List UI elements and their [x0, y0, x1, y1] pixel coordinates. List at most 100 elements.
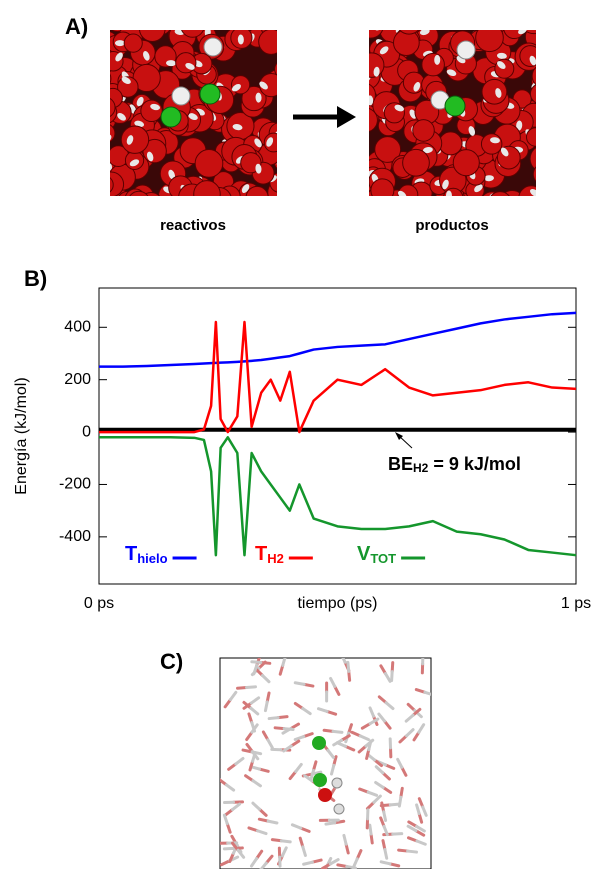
water-bond [252, 662, 261, 663]
x-axis-label: tiempo (ps) [297, 595, 377, 612]
oxygen-atom [413, 120, 435, 142]
water-bond [399, 797, 400, 806]
water-bond [247, 687, 256, 688]
water-bond [326, 823, 335, 824]
water-bond [385, 849, 387, 858]
hydrogen-atom [194, 197, 205, 205]
water-bond [369, 741, 371, 750]
oxygen-atom [141, 100, 162, 121]
legend-name: T [125, 543, 137, 565]
hydrogen-atom [535, 82, 543, 93]
oxygen-atom [453, 150, 479, 176]
oxygen-atom [443, 188, 463, 208]
hydrogen-atom [99, 111, 105, 121]
annotation-text: BE [388, 454, 413, 474]
water-bond [344, 835, 346, 844]
water-bond [284, 729, 293, 730]
legend-subscript: hielo [137, 551, 167, 566]
oxygen-atom [504, 17, 525, 38]
molecule-image [349, 6, 557, 216]
panel-label: A) [65, 14, 88, 39]
hydrogen-atom [99, 194, 111, 205]
hydrogen-atom [446, 190, 452, 200]
hydrogen-radical [445, 96, 465, 116]
legend-label: TH2 [255, 543, 284, 566]
oxygen-atom [139, 16, 165, 42]
legend-subscript: TOT [370, 551, 396, 566]
hydrogen-atom [172, 87, 190, 105]
y-tick-label: 200 [64, 371, 91, 388]
oxygen-atom [121, 126, 148, 153]
legend-name: T [255, 543, 267, 565]
oxygen-atom [275, 60, 294, 79]
water-bond [295, 683, 304, 685]
legend-subscript: H2 [267, 551, 284, 566]
annotation: BEH2 = 9 kJ/mol [388, 454, 521, 475]
molecule-image [89, 7, 294, 217]
hydrogen-atom [454, 200, 461, 211]
oxygen-atom [481, 134, 501, 154]
oxygen-atom [92, 13, 112, 33]
annotation-suffix: = 9 kJ/mol [428, 454, 521, 474]
oxygen-atom [359, 53, 384, 78]
hydrogen-atom [332, 778, 342, 788]
water-bond [268, 821, 277, 823]
oxygen-atom [476, 24, 504, 52]
annotation-subscript: H2 [413, 461, 429, 475]
hydrogen-radical [200, 84, 220, 104]
oxygen-atom [396, 9, 422, 35]
hydrogen-atom [123, 18, 135, 28]
oxygen-atom [371, 179, 394, 202]
hydrogen-atom [251, 198, 262, 207]
panel-label: C) [160, 649, 183, 674]
hydrogen-atom [434, 55, 440, 65]
x-tick-label: 1 ps [561, 595, 591, 612]
oxygen-atom [533, 163, 555, 185]
x-tick-label: 0 ps [84, 595, 114, 612]
oxygen-atom [520, 46, 541, 67]
oxygen-atom [497, 146, 520, 169]
panel-label: B) [24, 266, 47, 291]
oxygen-atom [96, 124, 115, 143]
hydrogen-atom [334, 804, 344, 814]
hydrogen-atom [359, 97, 369, 109]
oxygen-atom [90, 68, 111, 89]
oxygen-atom [422, 53, 445, 76]
oxygen-atom [351, 47, 369, 65]
water-bond [392, 672, 393, 681]
hydrogen-atom [358, 57, 368, 69]
oxygen-atom [403, 149, 430, 176]
oxygen-atom [526, 128, 545, 147]
y-tick-label: 0 [82, 423, 91, 440]
y-tick-label: -200 [59, 476, 91, 493]
water-bond [384, 812, 386, 821]
oxygen-atom [318, 788, 332, 802]
oxygen-atom [349, 87, 370, 108]
oxygen-atom [95, 176, 113, 194]
oxygen-atom [246, 186, 268, 208]
oxygen-atom [128, 191, 150, 213]
oxygen-atom [259, 29, 284, 54]
oxygen-atom [274, 151, 294, 171]
oxygen-atom [520, 6, 547, 33]
oxygen-atom [106, 9, 129, 32]
series-line [99, 322, 576, 432]
oxygen-atom [176, 53, 196, 73]
hydrogen-atom [103, 54, 109, 64]
legend-label: Thielo [125, 543, 168, 566]
hydrogen-atom [275, 157, 287, 168]
oxygen-atom [93, 56, 112, 75]
oxygen-atom [94, 97, 115, 118]
water-bond [281, 841, 290, 842]
hydrogen-atom [358, 116, 369, 127]
legend-name: V [357, 543, 371, 565]
series-line [99, 313, 576, 367]
oxygen-atom [489, 192, 512, 215]
caption: productos [415, 217, 488, 234]
water-bond [381, 862, 390, 864]
hydrogen-radical [312, 736, 326, 750]
water-bond [265, 702, 267, 711]
oxygen-atom [195, 150, 223, 178]
hydrogen-atom [104, 14, 114, 21]
